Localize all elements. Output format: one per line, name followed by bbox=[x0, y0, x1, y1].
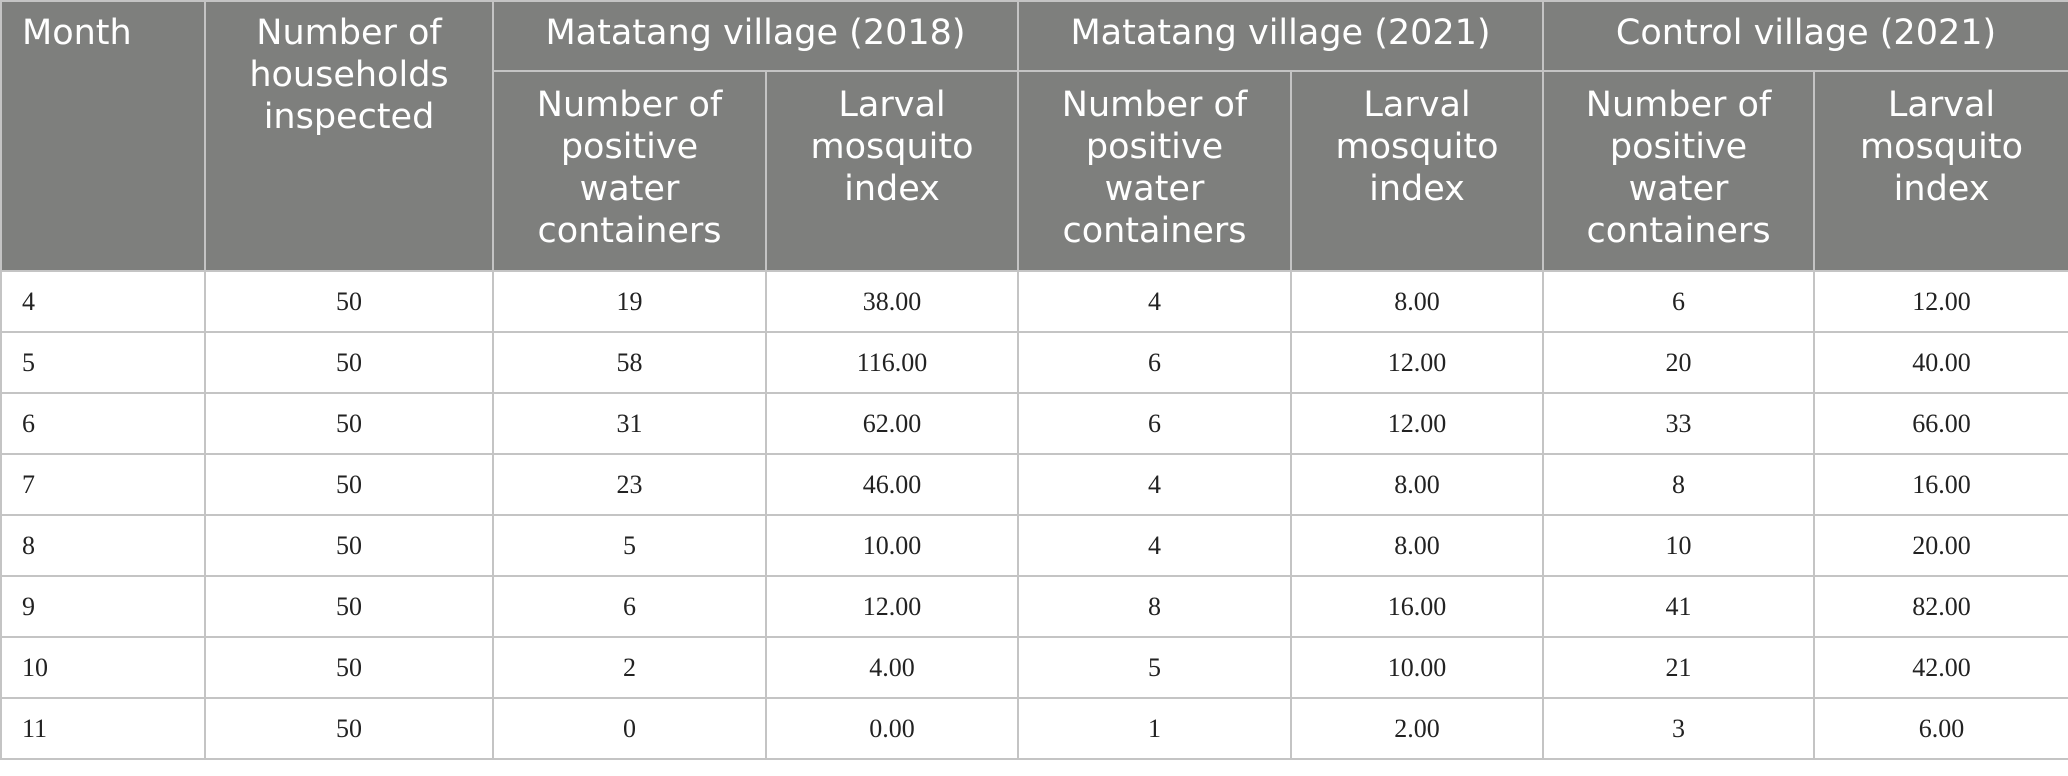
group-header-matatang-2021: Matatang village (2021) bbox=[1017, 0, 1545, 72]
cell-month: 5 bbox=[0, 331, 206, 394]
cell-value: 3 bbox=[1542, 697, 1816, 760]
cell-households: 50 bbox=[204, 453, 494, 516]
cell-households: 50 bbox=[204, 636, 494, 699]
cell-value: 42.00 bbox=[1813, 636, 2068, 699]
cell-value: 0 bbox=[492, 697, 767, 760]
table-row: 6 50 31 62.00 6 12.00 33 66.00 bbox=[0, 392, 2068, 455]
cell-value: 6.00 bbox=[1813, 697, 2068, 760]
cell-value: 8 bbox=[1542, 453, 1816, 516]
cell-value: 5 bbox=[1017, 636, 1293, 699]
subheader-positive-containers: Number of positive water containers bbox=[1542, 70, 1816, 272]
table-row: 7 50 23 46.00 4 8.00 8 16.00 bbox=[0, 453, 2068, 516]
header-row-subcolumns: Number of positive water containers Larv… bbox=[1, 70, 2068, 272]
table-header: Month Number of households inspected Mat… bbox=[0, 0, 2068, 272]
cell-value: 33 bbox=[1542, 392, 1816, 455]
cell-value: 10.00 bbox=[764, 514, 1020, 577]
cell-households: 50 bbox=[204, 514, 494, 577]
cell-month: 11 bbox=[0, 697, 206, 760]
cell-value: 58 bbox=[492, 331, 767, 394]
cell-value: 10 bbox=[1542, 514, 1816, 577]
cell-value: 8.00 bbox=[1290, 453, 1545, 516]
cell-value: 6 bbox=[1542, 270, 1816, 333]
cell-value: 2.00 bbox=[1290, 697, 1545, 760]
header-row-groups: Month Number of households inspected Mat… bbox=[0, 0, 2068, 272]
cell-value: 38.00 bbox=[764, 270, 1020, 333]
cell-value: 116.00 bbox=[764, 331, 1020, 394]
subheader-positive-containers: Number of positive water containers bbox=[1017, 70, 1293, 272]
cell-value: 20 bbox=[1542, 331, 1816, 394]
cell-month: 7 bbox=[0, 453, 206, 516]
cell-value: 6 bbox=[1017, 392, 1293, 455]
group-header-matatang-2018: Matatang village (2018) bbox=[491, 0, 1020, 72]
cell-value: 82.00 bbox=[1813, 575, 2068, 638]
cell-month: 10 bbox=[0, 636, 206, 699]
cell-value: 1 bbox=[1017, 697, 1293, 760]
table-row: 10 50 2 4.00 5 10.00 21 42.00 bbox=[0, 636, 2068, 699]
cell-month: 4 bbox=[0, 270, 206, 333]
cell-value: 8.00 bbox=[1290, 270, 1545, 333]
cell-households: 50 bbox=[204, 575, 494, 638]
cell-value: 40.00 bbox=[1813, 331, 2068, 394]
cell-value: 5 bbox=[492, 514, 767, 577]
cell-value: 0.00 bbox=[764, 697, 1020, 760]
cell-households: 50 bbox=[204, 392, 494, 455]
cell-value: 20.00 bbox=[1813, 514, 2068, 577]
cell-value: 23 bbox=[492, 453, 767, 516]
cell-value: 6 bbox=[1017, 331, 1293, 394]
cell-value: 6 bbox=[492, 575, 767, 638]
table-row: 11 50 0 0.00 1 2.00 3 6.00 bbox=[0, 697, 2068, 760]
table-row: 9 50 6 12.00 8 16.00 41 82.00 bbox=[0, 575, 2068, 638]
cell-value: 8 bbox=[1017, 575, 1293, 638]
cell-month: 6 bbox=[0, 392, 206, 455]
cell-value: 2 bbox=[492, 636, 767, 699]
cell-households: 50 bbox=[204, 697, 494, 760]
group-header-control-2021: Control village (2021) bbox=[1542, 0, 2068, 72]
cell-value: 12.00 bbox=[764, 575, 1020, 638]
cell-value: 46.00 bbox=[764, 453, 1020, 516]
cell-value: 16.00 bbox=[1813, 453, 2068, 516]
mosquito-index-table: Month Number of households inspected Mat… bbox=[0, 0, 2068, 760]
cell-value: 10.00 bbox=[1290, 636, 1545, 699]
cell-value: 16.00 bbox=[1290, 575, 1545, 638]
cell-value: 8.00 bbox=[1290, 514, 1545, 577]
subheader-larval-index: Larval mosquito index bbox=[1813, 70, 2068, 272]
cell-households: 50 bbox=[204, 331, 494, 394]
cell-value: 19 bbox=[492, 270, 767, 333]
data-table-container: Month Number of households inspected Mat… bbox=[0, 0, 2068, 760]
table-body: 4 50 19 38.00 4 8.00 6 12.00 5 50 58 116… bbox=[0, 270, 2068, 760]
cell-value: 4.00 bbox=[764, 636, 1020, 699]
cell-value: 12.00 bbox=[1290, 392, 1545, 455]
column-header-month: Month bbox=[0, 0, 206, 272]
cell-value: 12.00 bbox=[1290, 331, 1545, 394]
cell-households: 50 bbox=[204, 270, 494, 333]
cell-value: 66.00 bbox=[1813, 392, 2068, 455]
table-row: 5 50 58 116.00 6 12.00 20 40.00 bbox=[0, 331, 2068, 394]
cell-value: 31 bbox=[492, 392, 767, 455]
subheader-larval-index: Larval mosquito index bbox=[764, 70, 1020, 272]
column-header-households: Number of households inspected bbox=[204, 0, 494, 272]
cell-value: 62.00 bbox=[764, 392, 1020, 455]
cell-value: 21 bbox=[1542, 636, 1816, 699]
table-row: 8 50 5 10.00 4 8.00 10 20.00 bbox=[0, 514, 2068, 577]
cell-value: 4 bbox=[1017, 270, 1293, 333]
cell-month: 9 bbox=[0, 575, 206, 638]
cell-month: 8 bbox=[0, 514, 206, 577]
table-row: 4 50 19 38.00 4 8.00 6 12.00 bbox=[0, 270, 2068, 333]
cell-value: 4 bbox=[1017, 453, 1293, 516]
subheader-larval-index: Larval mosquito index bbox=[1290, 70, 1545, 272]
cell-value: 41 bbox=[1542, 575, 1816, 638]
cell-value: 4 bbox=[1017, 514, 1293, 577]
subheader-positive-containers: Number of positive water containers bbox=[492, 70, 767, 272]
cell-value: 12.00 bbox=[1813, 270, 2068, 333]
